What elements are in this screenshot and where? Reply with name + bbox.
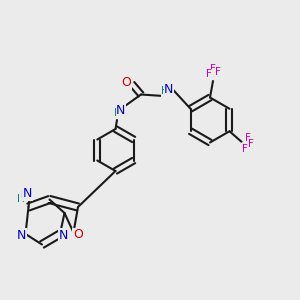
Text: H: H [161,86,169,97]
Text: H: H [20,191,26,200]
Text: F: F [210,64,216,74]
Text: F: F [242,144,248,154]
Text: F: F [214,67,220,77]
Text: H: H [114,108,122,118]
Text: N: N [59,229,68,242]
Text: F: F [206,69,212,79]
Text: N: N [23,187,32,200]
Text: O: O [122,76,131,89]
Text: O: O [73,228,83,242]
Text: H: H [17,194,25,205]
Text: F: F [244,133,250,143]
Text: F: F [248,139,254,149]
Text: N: N [17,229,27,242]
Text: N: N [116,104,126,117]
Text: N: N [164,83,174,96]
